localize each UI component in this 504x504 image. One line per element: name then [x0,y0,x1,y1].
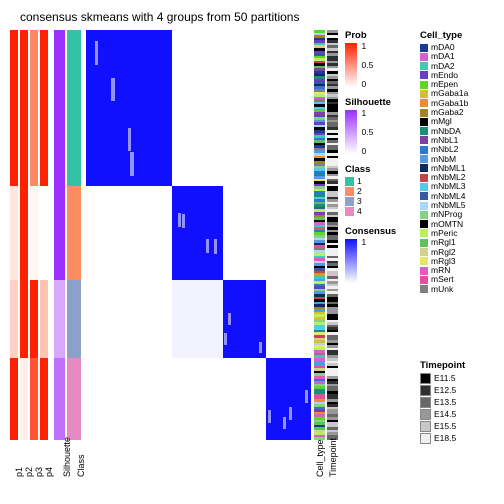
celltype-swatch: mDA1 [420,52,500,61]
axis-label: p2 [24,467,34,477]
plot-area [10,30,340,440]
celltype-swatch: mNbL2 [420,145,500,154]
legend-timepoint: Timepoint E11.5E12.5E13.5E14.5E15.5E18.5 [420,360,500,445]
axis-label: p4 [44,467,54,477]
tick: 0.5 [362,127,374,137]
silhouette-col [54,30,65,440]
timepoint-swatch: E18.5 [420,433,500,444]
p-col-p2 [20,30,28,440]
bottom-labels: p1p2p3p4 Silhouette Class Cell_typeTimepoin… [10,439,340,479]
tick: 1 [362,41,367,51]
timepoint-col [327,30,338,440]
legend-celltype: Cell_type mDA0mDA1mDA2mEndomEpenmGaba1am… [420,30,500,294]
celltype-swatch: mUnk [420,285,500,294]
sil-gradient [345,110,357,154]
p-col-p1 [10,30,18,440]
tick: 1 [362,108,367,118]
axis-label: p3 [34,467,44,477]
timepoint-swatch: E13.5 [420,397,500,408]
cons-gradient [345,239,357,283]
timepoint-swatch: E15.5 [420,421,500,432]
tick: 0 [362,146,367,156]
tick: 0.5 [362,60,374,70]
celltype-swatch: mNProg [420,210,500,219]
prob-gradient [345,43,357,87]
axis-label: Silhouette [62,437,72,477]
timepoint-swatch: E14.5 [420,409,500,420]
tick: 0 [362,79,367,89]
legend-timepoint-title: Timepoint [420,360,500,371]
axis-label: Cell_type [315,439,325,477]
consensus-heatmap [86,30,311,440]
timepoint-swatch: E11.5 [420,373,500,384]
p-col-p4 [40,30,48,440]
axis-label: Timepoint [328,438,338,477]
axis-label: p1 [14,467,24,477]
legend-celltype-title: Cell_type [420,30,500,41]
timepoint-swatch: E12.5 [420,385,500,396]
p-col-p3 [30,30,38,440]
plot-title: consensus skmeans with 4 groups from 50 … [20,10,299,24]
class-col [67,30,81,440]
celltype-col [314,30,325,440]
celltype-swatch: mRgl1 [420,238,500,247]
axis-label: Class [76,454,86,477]
tick: 1 [362,237,367,247]
